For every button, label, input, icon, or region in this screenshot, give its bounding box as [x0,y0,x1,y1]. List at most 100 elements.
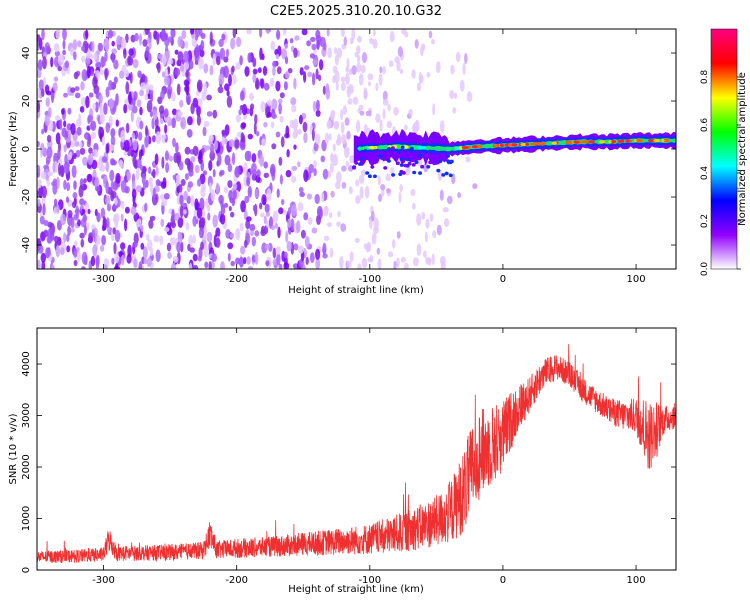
spectrogram-noise-cell [140,82,147,90]
spectrogram-noise-cell [210,143,215,155]
spectrogram-noise-cell [200,241,204,251]
spectrogram-noise-cell [75,149,81,158]
spectrogram-noise-cell [212,109,218,119]
spectrogram-noise-cell [113,59,119,70]
spectrogram-noise-cell [41,128,45,135]
spectrogram-noise-cell [124,218,128,232]
signal-ridge-spread [360,156,365,161]
spectrogram-noise-cell [340,108,344,121]
spectrogram-noise-cell [39,215,45,225]
signal-ridge-spread [399,163,404,167]
spectrogram-noise-cell [360,64,366,74]
spectrogram-noise-cell [283,262,290,269]
spectrogram-noise-cell [260,101,266,113]
spectrogram-noise-cell [90,255,96,267]
spectrogram-noise-cell [177,36,184,48]
spectrogram-noise-cell [127,244,132,258]
spectrogram-noise-cell [195,44,199,56]
spectrogram-noise-cell [462,62,466,75]
spectrogram-noise-cell [141,173,146,186]
spectrogram-noise-cell [63,92,68,98]
spectrogram-noise-cell [287,218,292,228]
spectrogram-noise-cell [377,175,381,186]
spectrogram-noise-cell [358,104,364,111]
spectrogram-noise-cell [184,173,189,181]
spectrogram-noise-cell [81,69,88,82]
signal-ridge-spread [413,152,418,157]
spectrogram-noise-cell [188,169,194,177]
spectrogram-noise-cell [114,198,118,206]
spectrogram-noise-cell [382,108,386,120]
spectrogram-noise-cell [315,99,320,112]
spectrogram-noise-cell [334,70,340,84]
spectrogram-noise-cell [212,169,216,178]
spectrogram-noise-cell [424,231,428,243]
spectrogram-noise-cell [453,92,458,99]
signal-ridge-peak [589,140,595,144]
spectrogram-noise-cell [291,175,297,183]
spectrogram-noise-cell [138,261,143,269]
spectrogram-noise-cell [449,89,455,99]
spectrogram-noise-cell [112,227,117,235]
spectrogram-noise-cell [195,90,200,97]
spectrogram-noise-cell [357,263,362,269]
spectrogram-noise-cell [173,152,179,164]
spectrogram-noise-cell [172,174,176,180]
spectrogram-noise-cell [263,82,270,91]
signal-ridge-spread [429,158,434,163]
spectrogram-noise-cell [246,176,251,187]
spectrogram-noise-cell [103,264,108,269]
spectrogram-noise-cell [181,29,187,39]
spectrogram-noise-cell [79,147,86,155]
spectrogram-noise-cell [83,224,87,236]
spectrogram-noise-cell [320,155,326,163]
spectrogram-noise-cell [87,208,91,215]
spectrogram-noise-cell [185,222,190,231]
signal-ridge-spread [400,150,405,154]
spectrogram-noise-cell [234,166,241,178]
spectrogram-noise-cell [330,190,335,198]
spectrogram-noise-cell [91,40,95,53]
snr-x-tick-label: -100 [358,575,381,586]
spectrogram-y-axis-label: Frequency (Hz) [8,111,19,187]
signal-ridge-spread [417,153,422,158]
spectrogram-noise-cell [187,116,193,126]
spectrogram-noise-cell [360,169,367,176]
signal-ridge-spread [370,165,375,169]
spectrogram-noise-cell [102,215,106,228]
spectrogram-noise-cell [291,104,297,113]
spectrogram-noise-cell [171,91,176,102]
signal-ridge-peak [471,145,478,149]
spectrogram-noise-cell [265,260,270,267]
signal-ridge-spread [409,146,414,151]
snr-y-tick-label: 1000 [21,506,32,531]
spectrogram-noise-cell [188,59,194,70]
spectrogram-noise-cell [63,232,67,244]
spectrogram-noise-cell [124,206,130,214]
signal-ridge-peak [357,147,362,151]
spectrogram-noise-cell [363,87,368,100]
spectrogram-noise-cell [401,29,407,35]
signal-ridge-peak [461,146,468,150]
spectrogram-noise-cell [291,165,298,171]
spectrogram-noise-cell [208,134,214,142]
spectrogram-noise-cell [154,153,159,165]
signal-ridge-peak [653,139,661,143]
spectrogram-noise-cell [372,38,378,49]
spectrogram-noise-cell [437,169,443,181]
spectrogram-noise-cell [219,169,225,176]
signal-ridge-spread [354,161,359,165]
spectrogram-noise-cell [299,67,304,76]
spectrogram-noise-cell [457,192,461,199]
spectrogram-noise-cell [322,242,327,256]
spectrogram-noise-cell [52,82,58,92]
spectrogram-noise-cell [275,80,281,92]
spectrogram-noise-cell [120,213,124,222]
spectrogram-noise-cell [105,160,110,173]
spectrogram-noise-cell [235,181,242,193]
spectrogram-noise-cell [208,160,213,171]
spectrogram-noise-cell [234,139,240,149]
spectrogram-noise-cell [173,213,180,221]
spectrogram-noise-cell [176,241,181,253]
spectrogram-noise-cell [290,204,297,217]
